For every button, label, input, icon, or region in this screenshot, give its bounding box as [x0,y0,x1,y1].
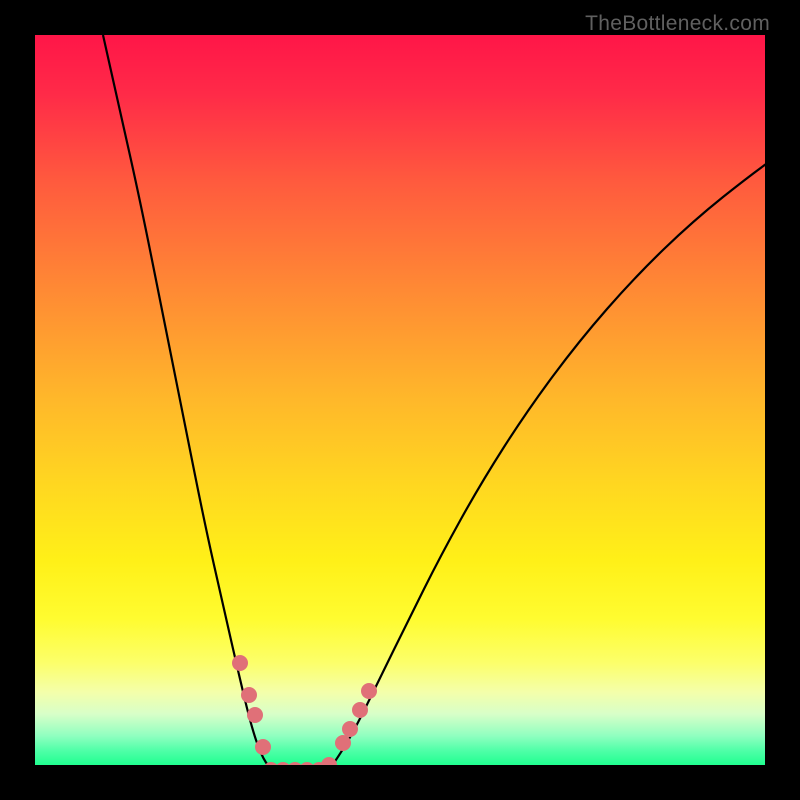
data-marker [241,687,257,703]
data-marker [335,735,351,751]
data-marker [232,655,248,671]
plot-area [35,35,765,765]
data-marker [361,683,377,699]
data-marker [342,721,358,737]
chart-svg [35,35,765,765]
data-marker [247,707,263,723]
watermark-text: TheBottleneck.com [585,12,770,36]
data-marker [352,702,368,718]
gradient-background [35,35,765,765]
data-marker [255,739,271,755]
